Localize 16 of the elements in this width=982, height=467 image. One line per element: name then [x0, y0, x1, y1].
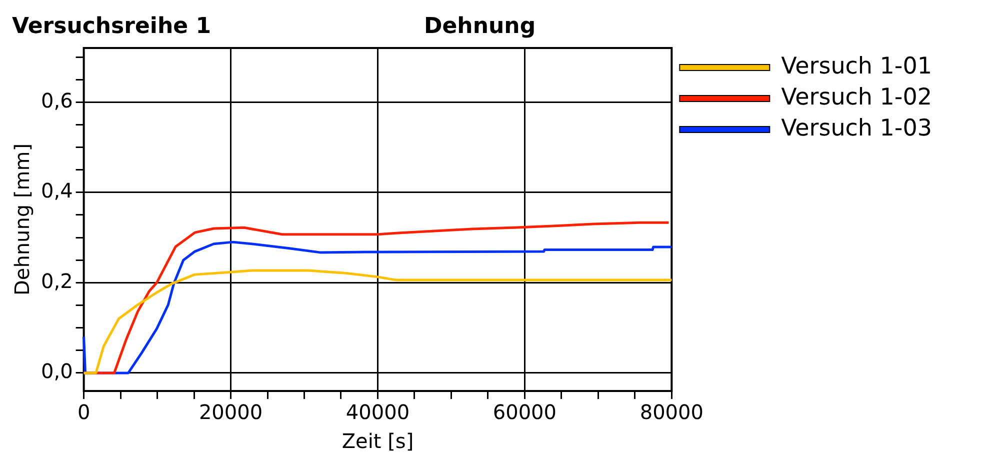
x-tick-label: 80000 [640, 400, 704, 424]
legend-label: Versuch 1-02 [781, 84, 932, 110]
x-tick-label: 0 [77, 400, 90, 424]
y-tick-label: 0,0 [40, 359, 73, 384]
y-tick-label: 0,4 [40, 178, 73, 203]
y-tick-label: 0,2 [40, 268, 73, 293]
legend-label: Versuch 1-01 [781, 53, 932, 80]
x-axis-title: Zeit [s] [342, 429, 414, 454]
x-tick-label: 20000 [198, 400, 263, 424]
x-tick-label: 40000 [346, 400, 410, 424]
y-axis-title: Dehnung [mm] [10, 143, 34, 296]
chart-title: Versuchsreihe 1 [12, 14, 212, 39]
legend-label: Versuch 1-03 [781, 115, 932, 142]
y-tick-label: 0,6 [40, 88, 73, 112]
x-tick-label: 60000 [492, 400, 557, 424]
chart-subtitle: Dehnung [424, 14, 536, 39]
